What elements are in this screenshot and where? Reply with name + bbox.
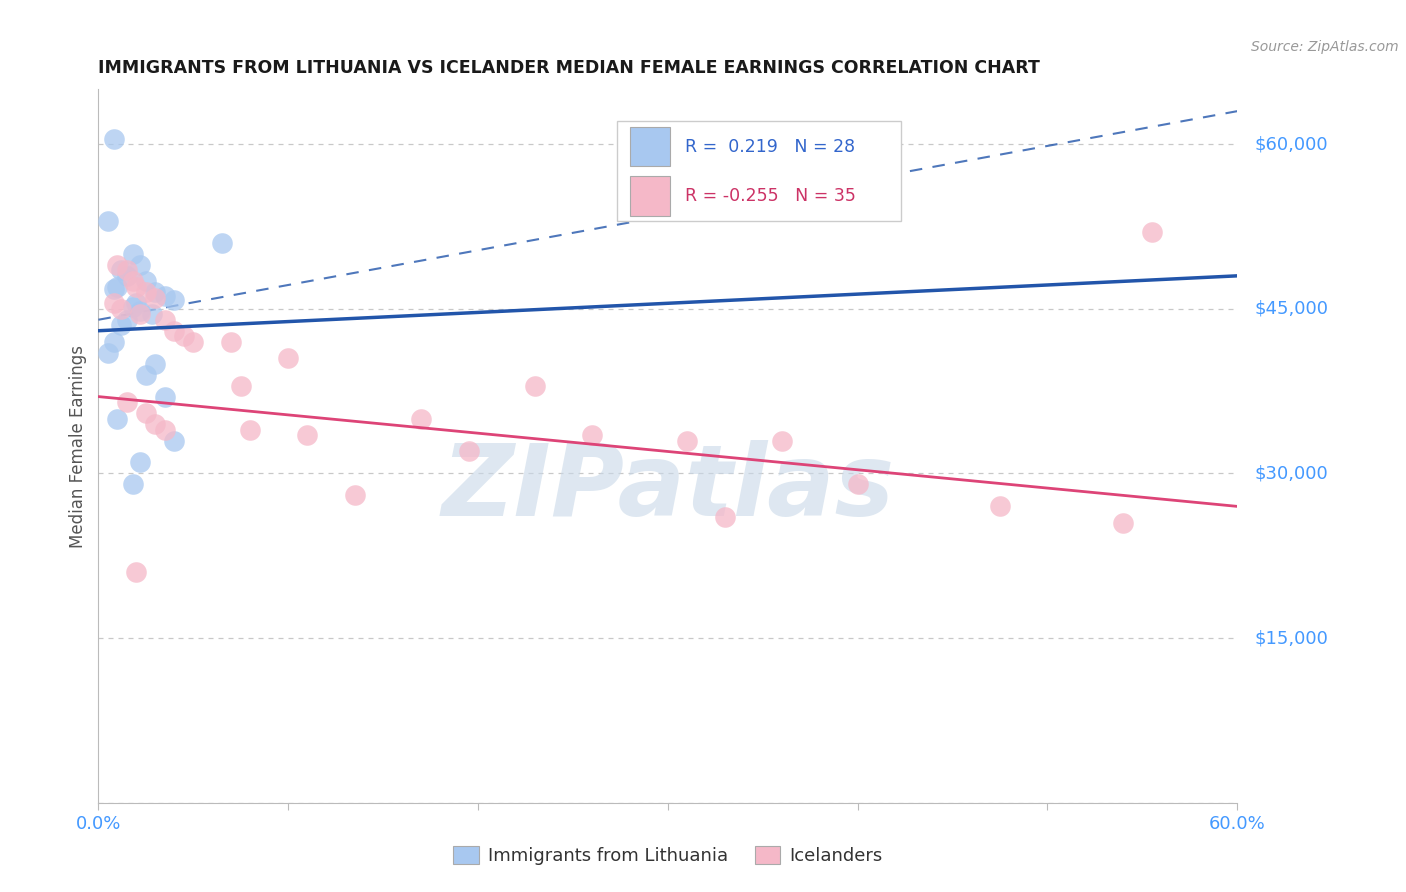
Point xyxy=(121,247,143,261)
Point xyxy=(125,280,148,294)
Point xyxy=(103,334,125,349)
Text: $60,000: $60,000 xyxy=(1254,135,1329,153)
Point xyxy=(524,378,547,392)
Point xyxy=(115,312,138,326)
Point xyxy=(411,411,433,425)
Point xyxy=(239,423,262,437)
Point xyxy=(121,274,143,288)
Point xyxy=(129,307,152,321)
Point xyxy=(173,329,195,343)
Point xyxy=(103,296,125,310)
Point xyxy=(103,131,125,145)
Point xyxy=(129,455,152,469)
Point xyxy=(115,268,138,283)
Legend: Immigrants from Lithuania, Icelanders: Immigrants from Lithuania, Icelanders xyxy=(446,838,890,872)
Point xyxy=(297,428,319,442)
Point xyxy=(153,423,176,437)
Point xyxy=(107,258,129,272)
Text: $45,000: $45,000 xyxy=(1254,300,1329,318)
Point xyxy=(125,296,148,310)
Point xyxy=(135,368,157,382)
Text: IMMIGRANTS FROM LITHUANIA VS ICELANDER MEDIAN FEMALE EARNINGS CORRELATION CHART: IMMIGRANTS FROM LITHUANIA VS ICELANDER M… xyxy=(98,59,1040,77)
Point xyxy=(153,288,176,302)
Point xyxy=(135,406,157,420)
FancyBboxPatch shape xyxy=(630,127,671,166)
FancyBboxPatch shape xyxy=(630,177,671,216)
Point xyxy=(145,417,167,431)
Point xyxy=(457,444,479,458)
Point xyxy=(153,390,176,404)
Point xyxy=(97,345,120,359)
Text: R =  0.219   N = 28: R = 0.219 N = 28 xyxy=(685,137,855,155)
Point xyxy=(145,285,167,300)
Point xyxy=(770,434,793,448)
Point xyxy=(103,282,125,296)
Point xyxy=(211,235,233,250)
Y-axis label: Median Female Earnings: Median Female Earnings xyxy=(69,344,87,548)
Point xyxy=(97,214,120,228)
Point xyxy=(110,263,132,277)
Point xyxy=(676,434,699,448)
Point xyxy=(581,428,603,442)
Point xyxy=(183,334,205,349)
Text: $15,000: $15,000 xyxy=(1254,629,1329,647)
Point xyxy=(115,395,138,409)
Point xyxy=(121,477,143,491)
Point xyxy=(988,500,1011,514)
FancyBboxPatch shape xyxy=(617,121,901,221)
Point xyxy=(110,318,132,333)
Point xyxy=(135,274,157,288)
Point xyxy=(107,280,129,294)
Point xyxy=(277,351,299,366)
Point xyxy=(110,301,132,316)
Point xyxy=(107,411,129,425)
Point xyxy=(129,304,152,318)
Point xyxy=(145,291,167,305)
Text: ZIPatlas: ZIPatlas xyxy=(441,441,894,537)
Text: Source: ZipAtlas.com: Source: ZipAtlas.com xyxy=(1251,40,1399,54)
Point xyxy=(343,488,366,502)
Point xyxy=(714,510,737,524)
Point xyxy=(135,285,157,300)
Point xyxy=(163,324,186,338)
Point xyxy=(121,300,143,314)
Point xyxy=(221,334,243,349)
Point xyxy=(153,312,176,326)
Point xyxy=(1140,225,1163,239)
Point xyxy=(846,477,869,491)
Point xyxy=(125,566,148,580)
Point xyxy=(129,258,152,272)
Point xyxy=(229,378,252,392)
Point xyxy=(141,307,163,321)
Text: $30,000: $30,000 xyxy=(1254,465,1329,483)
Point xyxy=(145,357,167,371)
Point xyxy=(115,263,138,277)
Point xyxy=(1112,516,1135,530)
Point xyxy=(163,293,186,307)
Point xyxy=(163,434,186,448)
Text: R = -0.255   N = 35: R = -0.255 N = 35 xyxy=(685,187,856,205)
